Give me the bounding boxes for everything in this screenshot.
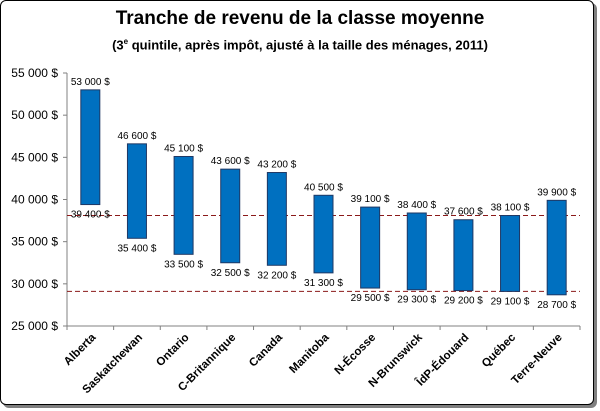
high-value-label: 38 400 $ (397, 200, 436, 211)
range-bar (360, 206, 381, 289)
low-value-label: 35 400 $ (117, 243, 156, 254)
chart-title: Tranche de revenu de la classe moyenne (115, 8, 485, 29)
low-value-label: 31 300 $ (304, 278, 343, 289)
high-value-label: 37 600 $ (444, 207, 483, 218)
range-bar (266, 172, 287, 266)
low-value-label: 29 500 $ (351, 293, 390, 304)
y-tick-label: 55 000 $ (11, 66, 58, 80)
high-value-label: 46 600 $ (117, 131, 156, 142)
category-label: N-Écosse (332, 331, 378, 377)
high-value-label: 45 100 $ (164, 143, 203, 154)
low-value-label: 29 300 $ (397, 295, 436, 306)
subtitle-suffix: quintile, après impôt, ajusté à la taill… (128, 37, 488, 53)
low-value-label: 39 400 $ (71, 210, 110, 221)
range-bar (220, 168, 241, 264)
chart-subtitle: (3e quintile, après impôt, ajusté à la t… (0, 37, 600, 52)
category-label: Canada (247, 331, 285, 369)
low-value-label: 29 200 $ (444, 296, 483, 307)
low-value-label: 32 500 $ (211, 268, 250, 279)
high-value-label: 43 200 $ (257, 160, 296, 171)
subtitle-superscript: e (123, 37, 129, 46)
range-bar (126, 143, 147, 239)
category-label: Ontario (154, 332, 191, 369)
y-tick-label: 30 000 $ (11, 277, 58, 291)
subtitle-prefix: (3 (112, 37, 124, 53)
y-tick-label: 45 000 $ (11, 150, 58, 164)
range-bar (453, 219, 474, 292)
low-value-label: 28 700 $ (537, 300, 576, 311)
range-bar (500, 215, 521, 292)
category-label: Alberta (62, 331, 99, 368)
category-label: Québec (480, 331, 519, 370)
low-value-label: 33 500 $ (164, 259, 203, 270)
range-bar (546, 199, 567, 296)
low-value-label: 29 100 $ (491, 296, 530, 307)
high-value-label: 39 100 $ (351, 194, 390, 205)
high-value-label: 43 600 $ (211, 156, 250, 167)
range-bar (313, 194, 334, 274)
y-tick-label: 25 000 $ (11, 319, 58, 333)
y-tick-label: 35 000 $ (11, 235, 58, 249)
range-bar (80, 89, 101, 206)
low-value-label: 32 200 $ (257, 270, 296, 281)
high-value-label: 38 100 $ (491, 203, 530, 214)
high-value-label: 39 900 $ (537, 187, 576, 198)
y-tick-label: 40 000 $ (11, 193, 58, 207)
y-tick-label: 50 000 $ (11, 108, 58, 122)
high-value-label: 53 000 $ (71, 77, 110, 88)
range-bar (173, 155, 194, 255)
range-bar (406, 212, 427, 291)
category-label: Manitoba (287, 331, 332, 376)
high-value-label: 40 500 $ (304, 182, 343, 193)
